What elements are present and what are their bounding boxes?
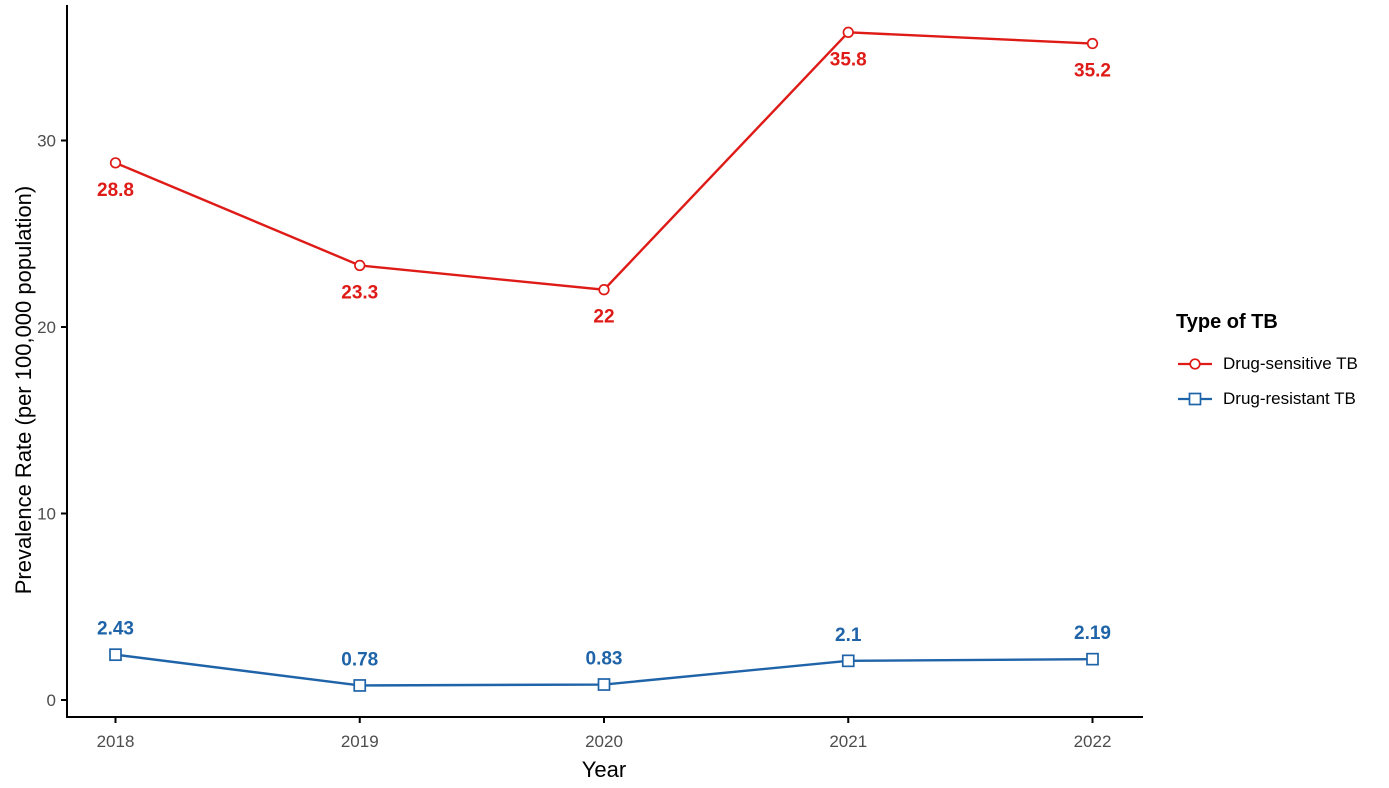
x-tick-label: 2021	[829, 732, 867, 751]
x-tick-label: 2018	[97, 732, 135, 751]
data-label: 2.43	[97, 619, 134, 640]
data-label: 28.8	[97, 180, 134, 201]
data-point	[841, 654, 855, 668]
line-circle-marker-icon	[1178, 357, 1212, 370]
data-point	[1086, 652, 1099, 666]
line-square-marker-icon	[1178, 392, 1212, 405]
data-point	[354, 259, 366, 272]
y-tick-label: 30	[37, 132, 56, 151]
legend-title: Type of TB	[1176, 311, 1278, 333]
y-tick-label: 20	[37, 318, 56, 337]
data-label: 22	[593, 307, 614, 328]
data-label: 0.78	[341, 649, 378, 670]
legend-item-label: Drug-resistant TB	[1223, 388, 1356, 408]
data-label: 23.3	[341, 282, 378, 303]
data-point	[597, 678, 611, 691]
y-axis-title: Prevalence Rate (per 100,000 population)	[11, 185, 36, 595]
data-point	[598, 284, 610, 296]
data-point	[353, 679, 367, 692]
data-label: 35.2	[1074, 61, 1111, 82]
series-line-drug-sensitive-tb	[115, 31, 1093, 291]
data-label: 2.1	[835, 625, 862, 646]
legend-item-drug-sensitive: Drug-sensitive TB	[1176, 346, 1358, 381]
data-point	[842, 26, 854, 38]
legend-item-label: Drug-sensitive TB	[1223, 353, 1358, 373]
legend: Type of TB Drug-sensitive TB Drug-resist…	[1176, 311, 1358, 416]
legend-item-drug-resistant: Drug-resistant TB	[1176, 381, 1358, 416]
x-axis-title: Year	[581, 757, 627, 782]
data-label: 0.83	[586, 649, 623, 670]
x-tick-label: 2020	[585, 732, 623, 751]
x-tick-label: 2022	[1074, 732, 1112, 751]
y-tick-label: 10	[37, 505, 56, 524]
y-tick-label: 0	[47, 691, 56, 710]
data-point	[109, 648, 122, 662]
data-point	[1086, 37, 1099, 50]
data-label: 2.19	[1074, 623, 1111, 644]
data-label: 35.8	[830, 49, 867, 70]
data-point	[109, 157, 122, 169]
x-tick-label: 2019	[341, 732, 379, 751]
